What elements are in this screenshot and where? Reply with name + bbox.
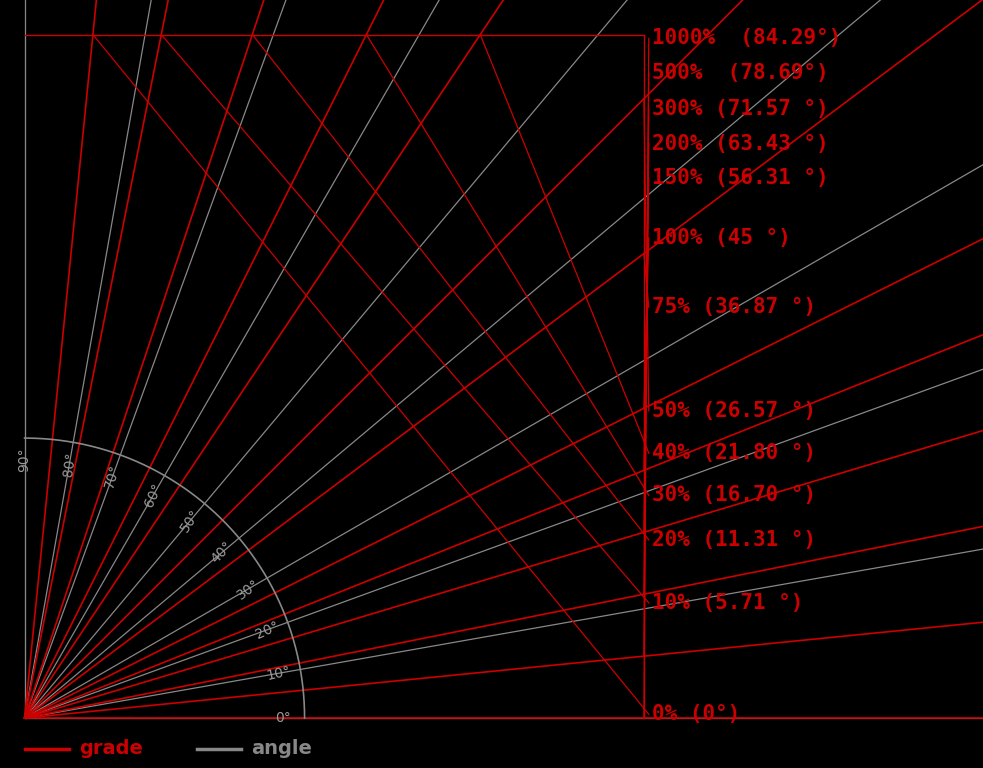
- Text: 0% (0°): 0% (0°): [652, 704, 740, 724]
- Text: 30% (16.70 °): 30% (16.70 °): [652, 485, 816, 505]
- Text: 10°: 10°: [265, 664, 292, 683]
- Text: 300% (71.57 °): 300% (71.57 °): [652, 99, 829, 119]
- Text: 150% (56.31 °): 150% (56.31 °): [652, 168, 829, 188]
- Text: 20°: 20°: [253, 618, 281, 641]
- Text: 90°: 90°: [18, 448, 31, 472]
- Text: 40% (21.80 °): 40% (21.80 °): [652, 443, 816, 463]
- Text: grade: grade: [79, 740, 143, 758]
- Text: 40°: 40°: [208, 538, 236, 566]
- Text: angle: angle: [251, 740, 312, 758]
- Text: 70°: 70°: [103, 462, 123, 489]
- Text: 0°: 0°: [274, 711, 290, 725]
- Text: 75% (36.87 °): 75% (36.87 °): [652, 297, 816, 317]
- Text: 30°: 30°: [234, 576, 262, 602]
- Text: 50% (26.57 °): 50% (26.57 °): [652, 401, 816, 421]
- Text: 200% (63.43 °): 200% (63.43 °): [652, 134, 829, 154]
- Text: 80°: 80°: [61, 451, 78, 477]
- Text: 50°: 50°: [178, 506, 202, 535]
- Text: 10% (5.71 °): 10% (5.71 °): [652, 593, 803, 613]
- Text: 500%  (78.69°): 500% (78.69°): [652, 63, 829, 83]
- Text: 60°: 60°: [143, 481, 165, 508]
- Text: 100% (45 °): 100% (45 °): [652, 228, 790, 248]
- Text: 1000%  (84.29°): 1000% (84.29°): [652, 28, 841, 48]
- Text: 20% (11.31 °): 20% (11.31 °): [652, 530, 816, 550]
